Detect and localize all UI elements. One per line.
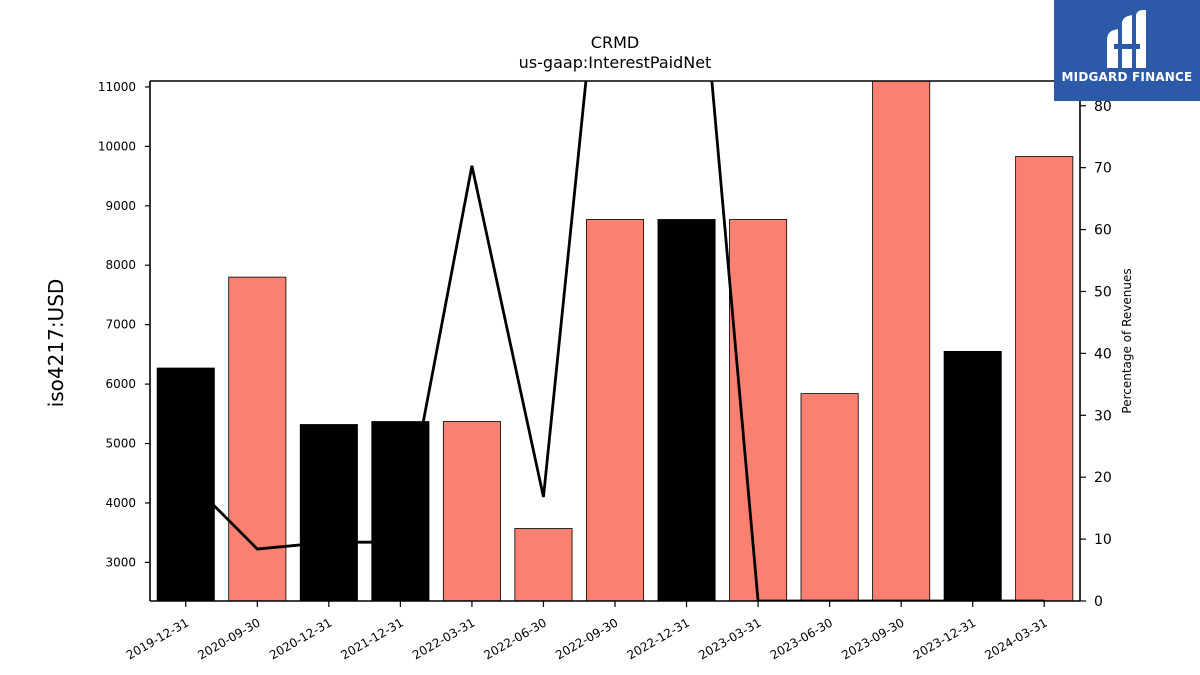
x-tick-label: 2022-12-31 — [625, 615, 692, 662]
y2-tick-label: 10 — [1094, 532, 1112, 548]
y-tick-label: 5000 — [105, 437, 136, 451]
bar — [442, 421, 501, 601]
bar — [156, 367, 215, 601]
y-tick-label: 7000 — [105, 318, 136, 332]
percentage-line — [184, 81, 1045, 601]
y-tick-label: 9000 — [105, 199, 136, 213]
x-tick-label: 2022-09-30 — [553, 615, 620, 662]
y2-axis-label: Percentage of Revenues — [1120, 268, 1134, 413]
y2-tick-label: 0 — [1094, 594, 1103, 610]
y2-tick-label: 50 — [1094, 284, 1112, 300]
y-tick-label: 4000 — [105, 496, 136, 510]
bar — [228, 276, 287, 601]
bar — [943, 350, 1002, 601]
x-tick-label: 2022-03-31 — [410, 615, 477, 662]
y-tick-label: 3000 — [105, 555, 136, 569]
bar — [657, 219, 716, 601]
y-tick-label: 6000 — [105, 377, 136, 391]
y2-tick-label: 80 — [1094, 99, 1112, 115]
x-tick-label: 2024-03-31 — [982, 615, 1049, 662]
y2-tick-label: 70 — [1094, 161, 1112, 177]
x-tick-label: 2020-12-31 — [267, 615, 334, 662]
bar — [872, 81, 931, 601]
x-tick-label: 2020-09-30 — [195, 615, 262, 662]
x-tick-label: 2023-06-30 — [768, 615, 835, 662]
y-tick-label: 11000 — [98, 80, 136, 94]
bars-group — [156, 81, 1074, 601]
bar — [729, 219, 788, 601]
bar — [1015, 156, 1074, 601]
logo-mark-icon — [1107, 10, 1146, 68]
x-tick-label: 2023-12-31 — [911, 615, 978, 662]
y-axis-label: iso4217:USD — [44, 279, 68, 408]
y-tick-label: 10000 — [98, 139, 136, 153]
x-tick-label: 2023-03-31 — [696, 615, 763, 662]
bar — [299, 424, 358, 601]
y-tick-label: 8000 — [105, 258, 136, 272]
chart-subtitle: us-gaap:InterestPaidNet — [519, 53, 712, 72]
y2-tick-label: 20 — [1094, 470, 1112, 486]
chart-title: CRMD — [591, 33, 639, 52]
x-tick-label: 2019-12-31 — [124, 615, 191, 662]
logo: MIDGARD FINANCE — [1054, 0, 1200, 101]
bar — [585, 219, 645, 601]
y2-tick-label: 60 — [1094, 223, 1112, 239]
x-tick-label: 2023-09-30 — [839, 615, 906, 662]
logo-text: MIDGARD FINANCE — [1061, 70, 1193, 84]
bar — [514, 528, 573, 601]
y2-tick-label: 40 — [1094, 346, 1112, 362]
line-series-group — [184, 81, 1045, 601]
x-tick-label: 2022-06-30 — [482, 615, 549, 662]
bar — [371, 421, 430, 601]
bar — [800, 393, 859, 601]
y2-tick-label: 30 — [1094, 408, 1112, 424]
x-tick-label: 2021-12-31 — [338, 615, 405, 662]
